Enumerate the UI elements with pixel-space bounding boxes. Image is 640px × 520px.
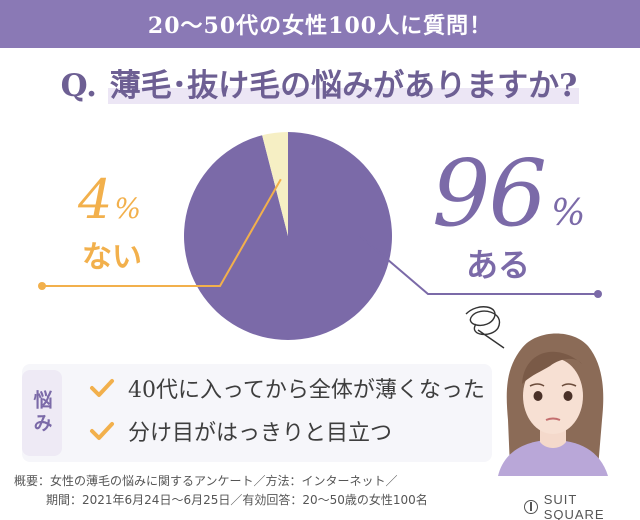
check-icon — [90, 379, 114, 397]
worry-item-text: 分け目がはっきりと目立つ — [128, 421, 393, 446]
logo-text: SUIT SQUARE — [543, 492, 605, 520]
worries-panel — [22, 364, 492, 462]
yes-leader-dot — [594, 290, 602, 298]
no-leader-dot — [38, 282, 46, 290]
yes-percent-value: 96 — [432, 140, 547, 247]
yes-category-label: ある — [466, 246, 531, 284]
pie-slice-no — [262, 132, 288, 236]
pie-slice-yes — [183, 132, 392, 340]
yes-leader-line — [359, 235, 598, 295]
no-percent-unit: % — [114, 192, 141, 225]
footnote-line-2: 期間：2021年6月24日〜6月25日／有効回答：20〜50歳の女性100名 — [46, 493, 428, 507]
no-category-label: ない — [82, 240, 142, 275]
no-leader-line — [42, 178, 282, 287]
worry-item: 40代に入ってから全体が薄くなった — [88, 372, 485, 404]
yes-percent-label: 96% — [432, 140, 585, 247]
worried-woman-illustration — [465, 306, 608, 476]
worry-item: 分け目がはっきりと目立つ — [88, 415, 392, 447]
logo-icon — [524, 500, 538, 514]
question-text: 薄毛･抜け毛の悩みがありますか? — [107, 68, 580, 104]
survey-footnote: 概要：女性の薄毛の悩みに関するアンケート／方法：インターネット／ 期間：2021… — [14, 472, 428, 510]
check-icon — [90, 422, 114, 440]
no-percent-label: 4% — [78, 168, 141, 231]
survey-banner: 20〜50代の女性100人に質問！ — [0, 0, 640, 48]
stress-scribble-icon — [465, 306, 505, 349]
footnote-line-1: 概要：女性の薄毛の悩みに関するアンケート／方法：インターネット／ — [14, 474, 398, 488]
worry-item-text: 40代に入ってから全体が薄くなった — [128, 378, 485, 403]
no-percent-value: 4 — [78, 168, 113, 231]
banner-title: 20〜50代の女性100人に質問！ — [147, 13, 493, 39]
yes-percent-unit: % — [551, 193, 585, 234]
brand-logo: SUIT SQUARE — [524, 492, 640, 520]
question-heading: Q. 薄毛･抜け毛の悩みがありますか? — [0, 60, 640, 110]
worries-tab: 悩み — [22, 370, 62, 456]
question-prefix: Q. — [60, 68, 97, 104]
